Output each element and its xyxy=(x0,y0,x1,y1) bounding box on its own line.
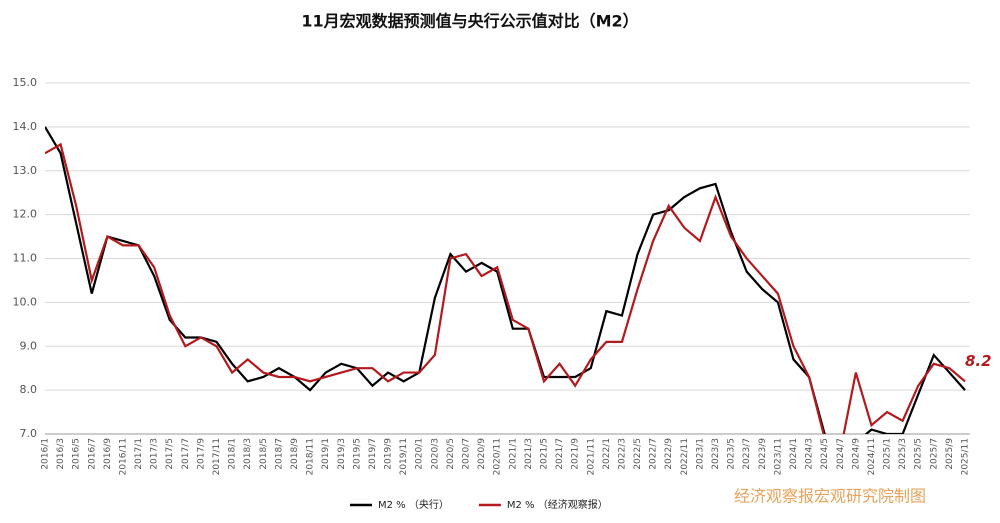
x-tick-label: 2016/7 xyxy=(87,438,97,470)
x-tick-label: 2025/3 xyxy=(898,438,908,470)
x-tick-label: 2020/7 xyxy=(462,438,472,470)
x-tick-label: 2018/1 xyxy=(228,438,238,470)
x-tick-label: 2024/5 xyxy=(820,438,830,470)
x-tick-label: 2023/5 xyxy=(727,438,737,470)
legend-label: M2 % （央行） xyxy=(378,498,449,511)
x-tick-label: 2017/1 xyxy=(134,438,144,470)
x-tick-label: 2020/1 xyxy=(415,438,425,470)
x-tick-label: 2022/1 xyxy=(602,438,612,470)
x-tick-label: 2019/7 xyxy=(368,438,378,470)
x-tick-label: 2021/11 xyxy=(586,438,596,475)
y-tick-label: 13.0 xyxy=(13,164,38,177)
x-tick-label: 2024/9 xyxy=(851,438,861,470)
x-tick-label: 2024/1 xyxy=(789,438,799,470)
x-tick-label: 2019/5 xyxy=(352,438,362,470)
y-tick-label: 7.0 xyxy=(20,427,38,440)
x-tick-label: 2021/9 xyxy=(571,438,581,470)
y-tick-label: 14.0 xyxy=(13,120,38,133)
y-tick-label: 15.0 xyxy=(13,76,38,89)
legend-label: M2 % （经济观察报） xyxy=(507,498,608,511)
x-tick-label: 2016/11 xyxy=(118,438,128,475)
x-tick-label: 2025/9 xyxy=(945,438,955,470)
y-tick-label: 9.0 xyxy=(20,339,38,352)
x-tick-label: 2017/11 xyxy=(212,438,222,475)
x-tick-label: 2016/3 xyxy=(56,438,66,470)
watermark: 经济观察报宏观研究院制图 xyxy=(734,487,926,506)
x-tick-label: 2016/5 xyxy=(72,438,82,470)
x-tick-label: 2023/3 xyxy=(711,438,721,470)
x-tick-label: 2019/9 xyxy=(384,438,394,470)
y-tick-label: 12.0 xyxy=(13,208,38,221)
x-tick-label: 2023/7 xyxy=(742,438,752,470)
x-tick-label: 2025/7 xyxy=(929,438,939,470)
x-tick-label: 2022/5 xyxy=(633,438,643,470)
x-tick-label: 2017/5 xyxy=(165,438,175,470)
y-tick-label: 11.0 xyxy=(13,252,38,265)
x-tick-label: 2020/5 xyxy=(446,438,456,470)
x-tick-label: 2025/5 xyxy=(914,438,924,470)
x-tick-label: 2018/9 xyxy=(290,438,300,470)
x-tick-label: 2023/9 xyxy=(758,438,768,470)
x-tick-label: 2016/9 xyxy=(103,438,113,470)
x-tick-label: 2022/9 xyxy=(664,438,674,470)
x-tick-label: 2019/1 xyxy=(321,438,331,470)
x-tick-label: 2020/9 xyxy=(477,438,487,470)
x-tick-label: 2023/1 xyxy=(695,438,705,470)
x-tick-label: 2022/3 xyxy=(617,438,627,470)
x-tick-label: 2018/11 xyxy=(306,438,316,475)
y-tick-label: 10.0 xyxy=(13,295,38,308)
x-tick-label: 2022/11 xyxy=(680,438,690,475)
x-tick-label: 2016/1 xyxy=(41,438,51,470)
x-tick-label: 2023/11 xyxy=(773,438,783,475)
x-tick-label: 2018/5 xyxy=(259,438,269,470)
x-tick-label: 2017/9 xyxy=(196,438,206,470)
x-tick-label: 2020/11 xyxy=(493,438,503,475)
x-tick-label: 2024/11 xyxy=(867,438,877,475)
x-tick-label: 2021/7 xyxy=(555,438,565,470)
x-tick-label: 2018/3 xyxy=(243,438,253,470)
data-label: 8.2 xyxy=(965,352,992,370)
x-tick-label: 2017/7 xyxy=(181,438,191,470)
x-tick-label: 2019/11 xyxy=(399,438,409,475)
x-tick-label: 2021/3 xyxy=(524,438,534,470)
plot-area xyxy=(45,126,966,434)
y-tick-label: 8.0 xyxy=(20,383,38,396)
series-line xyxy=(45,142,966,434)
x-tick-label: 2024/7 xyxy=(836,438,846,470)
x-tick-label: 2020/3 xyxy=(430,438,440,470)
x-tick-label: 2025/11 xyxy=(961,438,971,475)
x-tick-label: 2019/3 xyxy=(337,438,347,470)
x-tick-label: 2025/1 xyxy=(883,438,893,470)
x-tick-label: 2021/1 xyxy=(508,438,518,470)
x-tick-label: 2022/7 xyxy=(649,438,659,470)
x-tick-label: 2017/3 xyxy=(150,438,160,470)
x-tick-label: 2021/5 xyxy=(539,438,549,470)
x-tick-label: 2018/7 xyxy=(274,438,284,470)
x-tick-label: 2024/3 xyxy=(805,438,815,470)
chart-title: 11月宏观数据预测值与央行公示值对比（M2） xyxy=(301,12,638,31)
